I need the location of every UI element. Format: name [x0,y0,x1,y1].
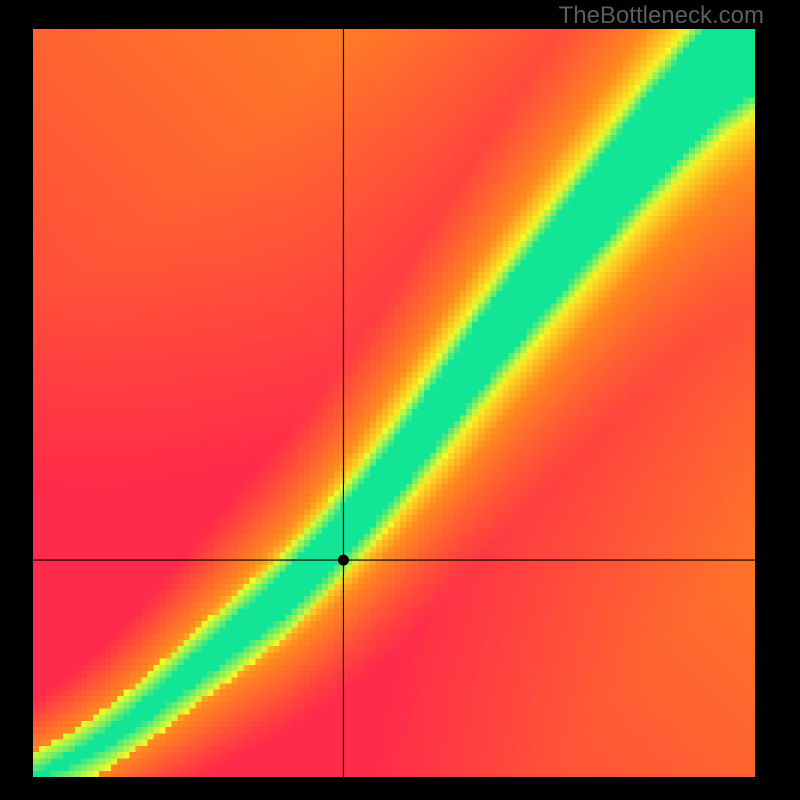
chart-container: TheBottleneck.com [0,0,800,800]
watermark-text: TheBottleneck.com [559,2,764,30]
bottleneck-heatmap [33,29,755,777]
